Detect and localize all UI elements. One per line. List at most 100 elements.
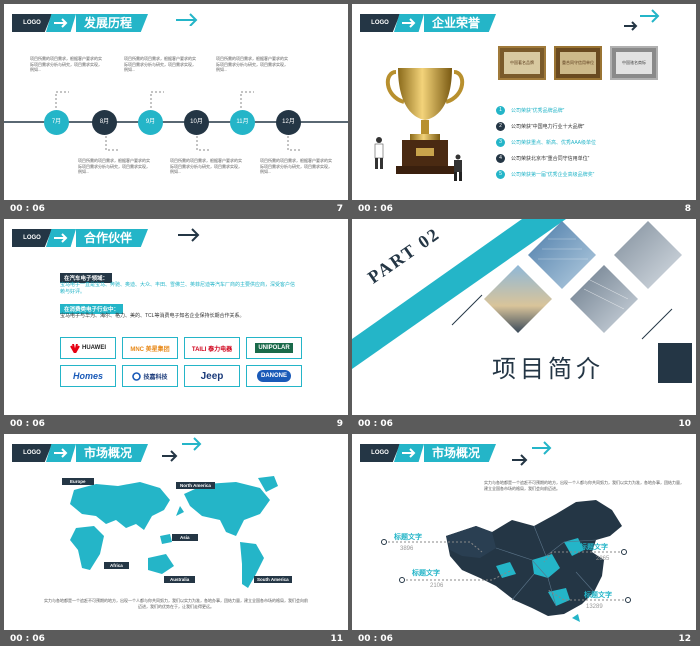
bullet-number: 3 xyxy=(496,137,505,147)
trophy-icon xyxy=(385,68,465,174)
arrow-right-icon xyxy=(394,14,424,32)
g-logo-icon xyxy=(132,371,142,381)
slide-9-caption: 00 : 06 9 xyxy=(4,415,348,431)
slide-7-caption: 00 : 06 7 xyxy=(4,200,348,216)
auto-section-text: 宝马电子一直是宝马、奔驰、奥迪、大众、丰田、雪佛兰、英菲尼迪等汽车厂商的主要供应… xyxy=(60,282,296,295)
certificate-2[interactable]: 重合同守信用单位 xyxy=(554,46,602,80)
slide-10[interactable]: PART 02 项目简介 xyxy=(352,219,696,415)
timeline-text-12: 项目所需的项目需求，根据客户要求的实际项目需求分析与研究，项目需求实现，例如..… xyxy=(260,158,332,174)
slide-12[interactable]: LOGO 市场概况 实力与各地都是一个追赶不可预期的地方，出现一个人都与你共同努… xyxy=(352,434,696,630)
market-body-text: 实力与各地都是一个追赶不可预期的地方，出现一个人都与你共同努力，我们以实力为准，… xyxy=(44,598,308,609)
brand-logo-jeep[interactable]: Jeep xyxy=(184,365,240,387)
brand-logo-homes[interactable]: Homes xyxy=(60,365,116,387)
market-intro-text: 实力与各地都是一个追赶不可预期的地方，出现一个人都与你共同努力，我们以实力为准，… xyxy=(484,480,684,491)
slide-time: 00 : 06 xyxy=(10,419,45,429)
callout-title-3: 标题文字 xyxy=(412,570,440,577)
map-pin-icon xyxy=(621,549,627,555)
timeline-node-9[interactable]: 9月 xyxy=(138,110,163,135)
honor-item: 3 公司荣获重点、新高、优秀AAA级单位 xyxy=(496,134,692,150)
slide-9-cell[interactable]: LOGO 合作伙伴 在汽车电子领域： 宝马电子一直是宝马、奔驰、奥迪、大众、丰田… xyxy=(4,219,348,431)
brand-logo-danone[interactable]: DANONE xyxy=(246,365,302,387)
callout-lines xyxy=(384,541,628,601)
callout-value-4: 13289 xyxy=(586,604,603,610)
certificate-text: 重合同守信用单位 xyxy=(560,52,596,74)
slide-11-cell[interactable]: LOGO 市场概况 Europe North America xyxy=(4,434,348,646)
section-subtitle: 项目简介 xyxy=(492,355,604,383)
slide-12-caption: 00 : 06 12 xyxy=(352,630,696,646)
honors-list: 1 公司荣获“优秀品牌品牌” 2 公司荣获“中国电力行业十大品牌” 3 公司荣获… xyxy=(496,102,692,182)
slide-number: 8 xyxy=(684,204,691,214)
callout-title-4: 标题文字 xyxy=(584,592,612,599)
brand-logo-unipolar[interactable]: UNIPOLAR xyxy=(246,337,302,359)
deco-arrows-icon xyxy=(624,9,660,31)
deco-arrows-icon xyxy=(512,441,552,466)
world-map xyxy=(70,476,278,588)
person-icon xyxy=(374,137,384,169)
slide-title: 企业荣誉 xyxy=(424,14,497,32)
slide-time: 00 : 06 xyxy=(358,634,393,644)
callout-title-2: 标题文字 xyxy=(580,544,608,551)
part-background xyxy=(352,219,692,383)
slide-10-cell[interactable]: PART 02 项目简介 00 : 06 10 xyxy=(352,219,696,431)
map-pin-icon xyxy=(399,577,405,583)
certificate-1[interactable]: 中国著名品牌 xyxy=(498,46,546,80)
timeline-node-11[interactable]: 11月 xyxy=(230,110,255,135)
honor-item: 4 公司荣获北京市“重合同守信用单位” xyxy=(496,150,692,166)
region-label-europe: Europe xyxy=(62,478,94,485)
slide-title: 合作伙伴 xyxy=(76,229,149,247)
slide-9[interactable]: LOGO 合作伙伴 在汽车电子领域： 宝马电子一直是宝马、奔驰、奥迪、大众、丰田… xyxy=(4,219,348,415)
callout-value-3: 2106 xyxy=(430,583,444,589)
arrow-right-icon xyxy=(46,229,76,247)
timeline-text-10: 项目所需的项目需求，根据客户要求的实际项目需求分析与研究，项目需求实现，例如..… xyxy=(170,158,242,174)
brand-logo-jiqia[interactable]: 技嘉科技 xyxy=(122,365,178,387)
slide-number: 9 xyxy=(336,419,343,429)
person-icon xyxy=(454,154,462,181)
timeline-node-7[interactable]: 7月 xyxy=(44,110,69,135)
timeline-node-12[interactable]: 12月 xyxy=(276,110,301,135)
map-pin-icon xyxy=(381,539,387,545)
region-label-asia: Asia xyxy=(172,534,198,541)
slide-number: 7 xyxy=(336,204,343,214)
slide-7-cell[interactable]: LOGO 发展历程 7月 8月 9月 10月 11月 12月 项目所需的项目需求… xyxy=(4,4,348,216)
china-map xyxy=(446,500,622,622)
honor-item: 1 公司荣获“优秀品牌品牌” xyxy=(496,102,692,118)
slide-time: 00 : 06 xyxy=(358,419,393,429)
slide-header: LOGO 市场概况 xyxy=(12,444,212,462)
region-label-north-america: North America xyxy=(176,482,215,489)
bullet-number: 4 xyxy=(496,153,505,163)
slide-number: 12 xyxy=(678,634,691,644)
slide-10-caption: 00 : 06 10 xyxy=(352,415,696,431)
deco-arrows-icon xyxy=(176,13,198,26)
logo: LOGO xyxy=(360,14,400,32)
slide-8-caption: 00 : 06 8 xyxy=(352,200,696,216)
map-pin-icon xyxy=(625,597,631,603)
slide-title: 发展历程 xyxy=(76,14,149,32)
slide-11[interactable]: LOGO 市场概况 Europe North America xyxy=(4,434,348,630)
slide-8[interactable]: LOGO 企业荣誉 中国著名品牌 xyxy=(352,4,696,200)
slide-title: 市场概况 xyxy=(76,444,149,462)
bullet-number: 2 xyxy=(496,121,505,131)
timeline-text-7: 项目所需的项目需求，根据客户要求的实际项目需求分析与研究，项目需求实现，例如..… xyxy=(30,56,102,72)
timeline-node-10[interactable]: 10月 xyxy=(184,110,209,135)
certificate-3[interactable]: 中国驰名商标 xyxy=(610,46,658,80)
auto-section-label: 在汽车电子领域： xyxy=(60,273,113,283)
slide-time: 00 : 06 xyxy=(10,204,45,214)
slide-header: LOGO 市场概况 xyxy=(360,444,560,462)
brand-logo-taili[interactable]: TAILI 泰力电器 xyxy=(184,337,240,359)
brand-logo-huawei[interactable]: HUAWEI xyxy=(60,337,116,359)
arrow-right-icon xyxy=(46,444,76,462)
consumer-section-label: 在消费类电子行业中： xyxy=(60,304,124,314)
slide-7[interactable]: LOGO 发展历程 7月 8月 9月 10月 11月 12月 项目所需的项目需求… xyxy=(4,4,348,200)
callout-value-1: 3896 xyxy=(400,546,414,552)
honor-item: 5 公司荣获第一届“优秀企业高级品牌奖” xyxy=(496,166,692,182)
logo: LOGO xyxy=(12,229,52,247)
deco-arrows-icon xyxy=(178,228,200,242)
huawei-petal-icon xyxy=(70,343,80,353)
slide-8-cell[interactable]: LOGO 企业荣誉 中国著名品牌 xyxy=(352,4,696,216)
slide-12-cell[interactable]: LOGO 市场概况 实力与各地都是一个追赶不可预期的地方，出现一个人都与你共同努… xyxy=(352,434,696,646)
region-label-south-america: South America xyxy=(254,576,292,583)
honor-item: 2 公司荣获“中国电力行业十大品牌” xyxy=(496,118,692,134)
brand-logo-mnc[interactable]: MNC 美星集团 xyxy=(122,337,178,359)
timeline-node-8[interactable]: 8月 xyxy=(92,110,117,135)
consumer-section-text: 宝马电子与华为、海尔、格力、美的、TCL等消费电子知名企业保持长期合作关系。 xyxy=(60,313,245,319)
